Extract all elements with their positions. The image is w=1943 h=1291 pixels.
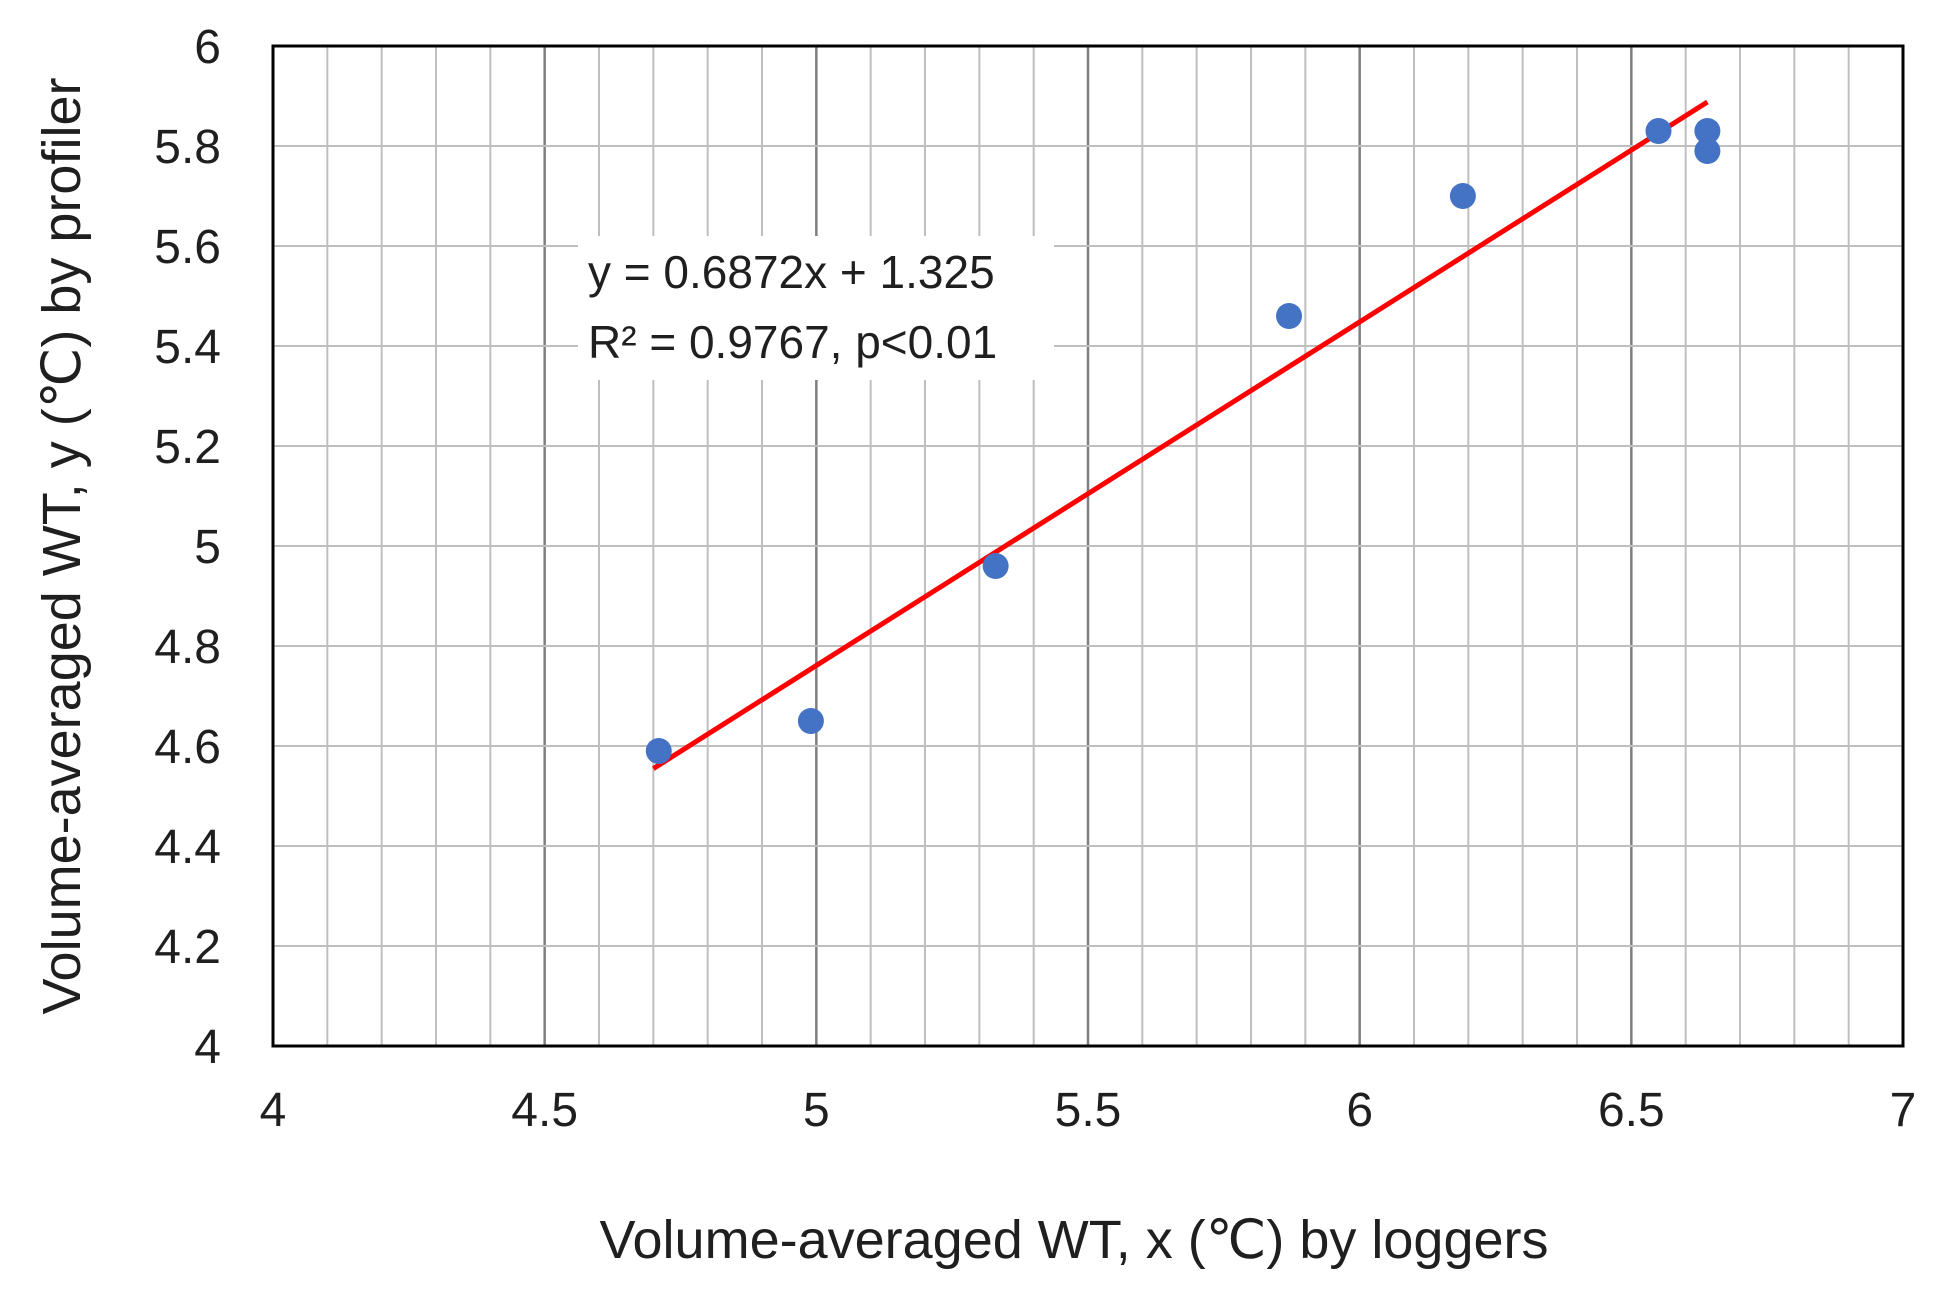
- x-tick-label: 6.5: [1598, 1084, 1665, 1137]
- equation-box: [578, 236, 1054, 380]
- data-point: [1645, 118, 1672, 144]
- y-tick-label: 4: [194, 1021, 221, 1074]
- grid: [273, 46, 1903, 1046]
- y-tick-label: 4.2: [154, 921, 221, 974]
- y-tick-label: 5.6: [154, 221, 221, 274]
- x-axis-title: Volume-averaged WT, x (℃) by loggers: [599, 1210, 1548, 1270]
- x-tick-label: 4: [260, 1084, 287, 1137]
- data-point: [797, 708, 824, 734]
- x-tick-label: 5.5: [1055, 1084, 1122, 1137]
- x-tick-label: 5: [803, 1084, 830, 1137]
- y-tick-label: 4.4: [154, 821, 221, 874]
- data-point: [982, 553, 1009, 579]
- y-tick-label: 5: [194, 521, 221, 574]
- data-point: [1449, 183, 1476, 209]
- equation-annotation: y = 0.6872x + 1.325 R² = 0.9767, p<0.01: [578, 236, 1054, 380]
- equation-line: y = 0.6872x + 1.325: [588, 246, 995, 298]
- y-tick-label: 5.2: [154, 421, 221, 474]
- y-tick-label: 5.8: [154, 121, 221, 174]
- trendline: [651, 99, 1709, 771]
- data-point: [1276, 303, 1303, 329]
- y-tick-label: 4.8: [154, 621, 221, 674]
- data-point: [1694, 118, 1721, 144]
- y-tick-label: 4.6: [154, 721, 221, 774]
- data-points: [645, 118, 1721, 764]
- x-tick-label: 6: [1346, 1084, 1373, 1137]
- y-tick-label: 6: [194, 21, 221, 74]
- r-squared-line: R² = 0.9767, p<0.01: [588, 316, 997, 368]
- trendline-group: [651, 99, 1709, 771]
- y-axis-title: Volume-averaged WT, y (℃) by profiler: [32, 78, 92, 1015]
- tick-labels: 4 4.5 5 5.5 6 6.5 7 4 4.2 4.4 4.6 4.8 5 5.2 5.4 5.6 5.8 6: [154, 21, 1916, 1137]
- data-point: [645, 738, 672, 764]
- data-point: [1694, 138, 1721, 164]
- y-tick-label: 5.4: [154, 321, 221, 374]
- x-tick-label: 4.5: [511, 1084, 578, 1137]
- plot-frame: [271, 44, 1905, 1048]
- x-tick-label: 7: [1890, 1084, 1917, 1137]
